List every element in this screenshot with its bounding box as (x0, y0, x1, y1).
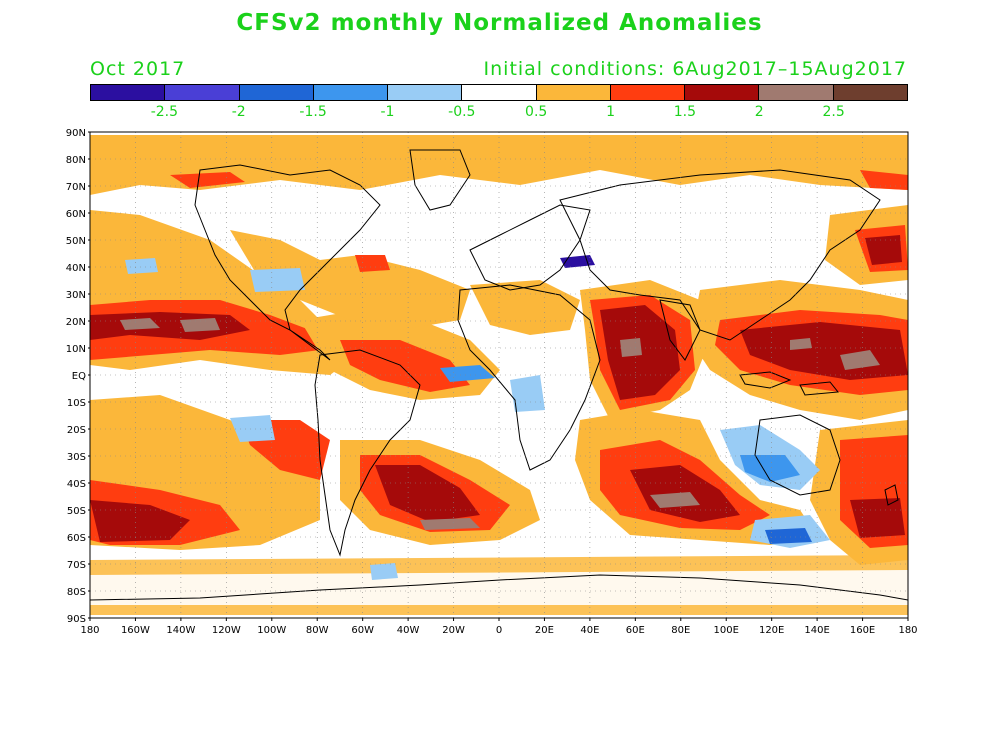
lat-tick-label: 70S (67, 560, 86, 571)
colorbar-swatch (388, 85, 463, 100)
lon-tick-label: 60W (351, 625, 374, 636)
lat-tick-label: 30S (67, 452, 86, 463)
colorbar-swatch (685, 85, 760, 100)
colorbar-tick-label: 1 (606, 104, 615, 120)
colorbar-tick-label: -0.5 (448, 104, 476, 120)
lon-tick-label: 160E (850, 625, 875, 636)
lat-tick-label: 80S (67, 587, 86, 598)
colorbar-swatch (610, 85, 686, 100)
colorbar (90, 84, 908, 101)
lon-tick-label: 60E (626, 625, 645, 636)
colorbar-swatch (239, 85, 314, 100)
lon-tick-label: 120E (759, 625, 784, 636)
colorbar-tick-label: 1.5 (673, 104, 697, 120)
chart-title: CFSv2 monthly Normalized Anomalies (236, 10, 763, 36)
colorbar-swatch (462, 85, 537, 100)
colorbar-tick-label: 2 (754, 104, 764, 120)
lon-tick-label: 100E (714, 625, 739, 636)
lon-tick-label: 80W (306, 625, 329, 636)
lat-tick-label: 20N (66, 317, 86, 328)
lon-tick-label: 180 (80, 625, 99, 636)
lat-tick-label: 50N (66, 236, 86, 247)
lon-tick-label: 0 (496, 625, 502, 636)
lat-tick-label: 10N (66, 344, 86, 355)
colorbar-tick-label: 2.5 (822, 104, 845, 120)
colorbar-tick-label: -1.5 (299, 104, 327, 120)
lat-tick-label: 70N (66, 182, 86, 193)
lon-tick-label: 140W (166, 625, 195, 636)
colorbar-swatch (165, 85, 240, 100)
lat-tick-label: 90N (66, 128, 86, 139)
lat-tick-label: 30N (66, 290, 86, 301)
valid-month-label: Oct 2017 (90, 58, 186, 80)
lat-tick-label: EQ (72, 371, 86, 382)
lon-tick-label: 40W (397, 625, 420, 636)
lat-tick-label: 40S (67, 479, 86, 490)
initial-conditions-label: Initial conditions: 6Aug2017–15Aug2017 (483, 58, 907, 80)
lon-tick-label: 20W (442, 625, 465, 636)
lon-tick-label: 160W (121, 625, 150, 636)
colorbar-tick-label: -2.5 (150, 104, 179, 120)
lat-tick-label: 20S (67, 425, 86, 436)
lon-tick-label: 120W (212, 625, 241, 636)
lon-tick-label: 40E (580, 625, 599, 636)
lon-tick-label: 20E (535, 625, 554, 636)
lon-tick-label: 180 (898, 625, 917, 636)
lat-tick-label: 40N (66, 263, 86, 274)
lon-tick-label: 140E (804, 625, 829, 636)
colorbar-tick-label: -1 (380, 104, 395, 120)
colorbar-swatch (91, 85, 166, 100)
lat-tick-label: 50S (67, 506, 86, 517)
lat-tick-label: 60N (66, 209, 86, 220)
colorbar-swatch (536, 85, 611, 100)
colorbar-tick-label: 0.5 (525, 104, 548, 120)
colorbar-tick-label: -2 (231, 104, 246, 120)
lat-tick-label: 90S (67, 614, 86, 625)
colorbar-swatch (759, 85, 834, 100)
lat-tick-label: 60S (67, 533, 86, 544)
colorbar-swatch (313, 85, 389, 100)
lon-tick-label: 100W (257, 625, 286, 636)
colorbar-swatch (833, 85, 907, 100)
gridlines (90, 132, 908, 618)
anomaly-fields (90, 135, 908, 615)
lat-tick-label: 10S (67, 398, 86, 409)
lon-tick-label: 80E (671, 625, 690, 636)
lat-tick-label: 80N (66, 155, 86, 166)
